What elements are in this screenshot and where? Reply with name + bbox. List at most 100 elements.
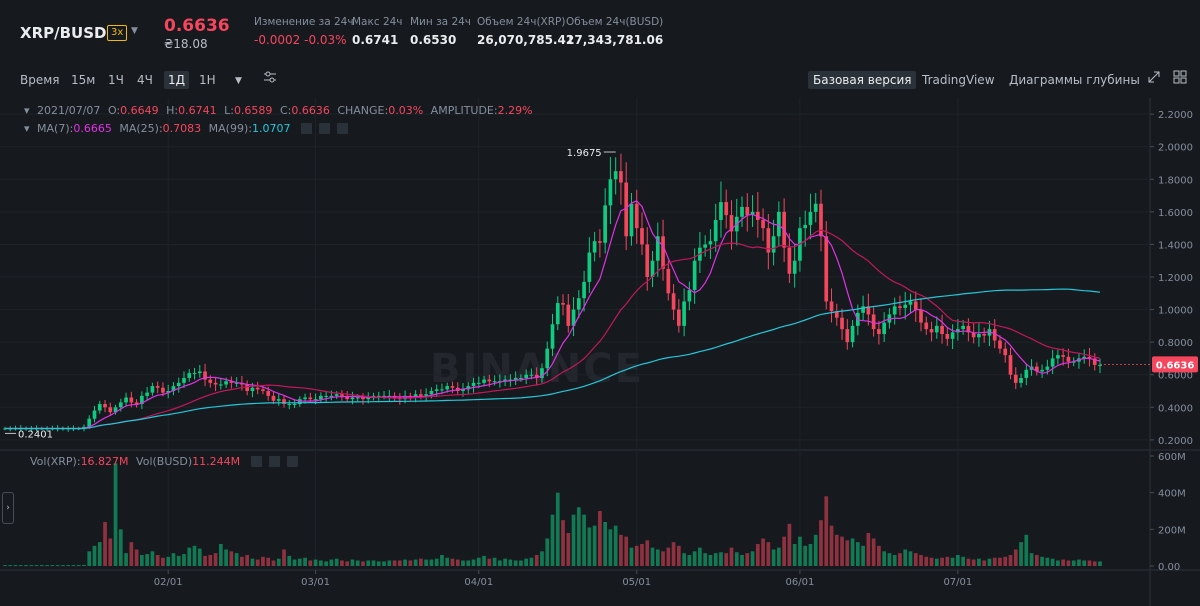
view-tradingview[interactable]: TradingView	[922, 73, 995, 87]
gear-icon[interactable]	[318, 122, 330, 134]
volume-bar	[476, 557, 481, 566]
volume-bar	[13, 565, 18, 567]
price-tick-label: 2.2000	[1158, 110, 1193, 121]
candle-body	[692, 260, 697, 291]
candle-body	[376, 395, 381, 397]
volume-bar	[61, 565, 65, 567]
view-depth[interactable]: Диаграммы глубины	[1009, 73, 1140, 87]
volume-tick-label: 600M	[1158, 452, 1186, 463]
volume-bar	[671, 542, 676, 566]
volume-bar	[798, 536, 802, 566]
candle-body	[145, 392, 149, 396]
candle-body	[598, 241, 602, 243]
candle-body	[1019, 377, 1023, 383]
ma25-line	[5, 229, 1101, 430]
volume-bar	[661, 551, 665, 566]
volume-bar	[413, 559, 418, 566]
stat-1: Макс 24ч 0.6741	[352, 16, 403, 47]
candle-body	[524, 374, 529, 378]
volume-bar	[329, 559, 334, 566]
candle-body	[1071, 361, 1076, 363]
candle-body	[1013, 374, 1018, 383]
close-icon[interactable]	[336, 122, 348, 134]
candle-body	[561, 303, 565, 305]
volume-bar	[571, 514, 576, 566]
gear-icon[interactable]	[268, 455, 280, 467]
volume-bar	[787, 523, 792, 566]
volume-bar	[419, 558, 423, 566]
trading-pair[interactable]: XRP/BUSD	[20, 24, 107, 42]
candle-body	[108, 407, 113, 413]
vol-xrp-value: 16.827M	[80, 455, 129, 468]
volume-bar	[966, 558, 971, 566]
candle-body	[961, 325, 965, 330]
volume-bar	[455, 559, 460, 566]
candle-body	[334, 394, 339, 396]
expand-icon[interactable]	[1143, 70, 1165, 89]
legend-low: 0.6589	[233, 104, 273, 117]
legend-high: 0.6741	[178, 104, 217, 117]
volume-bar	[271, 560, 276, 566]
chevron-right-icon[interactable]: ›	[2, 492, 14, 524]
volume-bar	[266, 557, 271, 566]
settings-sliders-icon[interactable]	[259, 70, 281, 89]
grid-layout-icon[interactable]	[1169, 70, 1191, 89]
candle-body	[992, 329, 997, 341]
volume-bar	[992, 557, 997, 566]
volume-bar	[334, 558, 339, 566]
leverage-badge[interactable]: 3x	[107, 25, 128, 41]
candle-body	[677, 309, 681, 326]
volume-bar	[882, 551, 887, 566]
view-basic[interactable]: Базовая версия	[808, 71, 917, 89]
volume-bar	[813, 534, 818, 566]
candle-body	[1098, 364, 1102, 366]
interval-15m[interactable]: 15м	[71, 73, 96, 87]
candle-body	[492, 381, 497, 383]
candle-body	[1008, 355, 1013, 375]
interval-1d[interactable]: 1Д	[164, 71, 190, 89]
volume-bar	[440, 555, 444, 566]
legend-amplitude: 2.29%	[497, 104, 533, 117]
volume-bar	[408, 560, 413, 566]
ma7-value: 0.6665	[73, 122, 112, 135]
candle-body	[1050, 358, 1055, 367]
chart-canvas[interactable]: 2.2000 2.0000 1.8000 1.6000 1.4000 1.2000 1.00…	[0, 98, 1200, 606]
volume-bar	[803, 545, 808, 566]
volume-bar	[18, 565, 23, 567]
candlestick-chart[interactable]: BINANCE 2.2000 2.0000 1.8000 1.6000 1.4000 1.…	[0, 98, 1200, 606]
time-tick-label: 02/01	[154, 577, 183, 588]
ma25-value: 0.7083	[162, 122, 202, 135]
candle-body	[819, 203, 823, 237]
stat-label: Изменение за 24ч	[254, 16, 354, 28]
volume-bar	[108, 538, 113, 566]
volume-bar	[503, 558, 507, 566]
volume-bar	[287, 555, 292, 566]
ma7-line	[5, 200, 1101, 430]
stat-value: 26,070,785.42	[477, 33, 575, 47]
candle-body	[1082, 356, 1087, 359]
candle-body	[355, 397, 360, 399]
candle-body	[619, 171, 623, 183]
price-tick-label: 1.6000	[1158, 208, 1193, 219]
candle-body	[503, 379, 507, 382]
interval-4h[interactable]: 4Ч	[137, 73, 153, 87]
candle-body	[829, 301, 834, 312]
interval-1h[interactable]: 1Ч	[108, 73, 124, 87]
volume-bar	[913, 553, 918, 566]
volume-bar	[845, 540, 850, 566]
volume-bar	[1071, 560, 1076, 566]
candle-body	[129, 397, 134, 403]
eye-icon[interactable]	[250, 455, 262, 467]
chevron-down-icon[interactable]: ▼	[235, 76, 242, 86]
last-price-tag-label: 0.6636	[1156, 360, 1195, 371]
volume-bar	[598, 511, 602, 566]
interval-1w[interactable]: 1Н	[199, 73, 216, 87]
chevron-down-icon[interactable]: ▼	[131, 26, 138, 36]
volume-bar	[55, 565, 60, 567]
time-tick-label: 07/01	[943, 577, 972, 588]
volume-bar	[161, 557, 165, 566]
close-icon[interactable]	[286, 455, 298, 467]
eye-icon[interactable]	[300, 122, 312, 134]
volume-bar	[1024, 534, 1029, 566]
candle-body	[582, 281, 586, 299]
